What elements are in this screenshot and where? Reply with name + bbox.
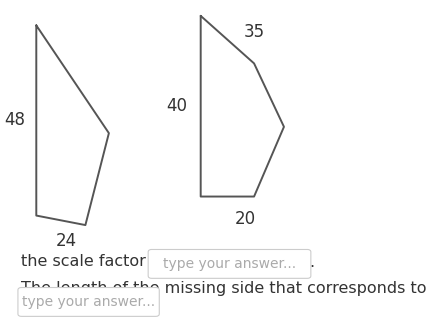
Text: 24: 24: [55, 232, 77, 250]
Text: 40: 40: [166, 97, 187, 115]
Text: the scale factor is: the scale factor is: [21, 254, 169, 269]
Text: .: .: [308, 255, 314, 270]
Text: The length of the missing side that corresponds to 35 is: The length of the missing side that corr…: [21, 281, 426, 296]
Text: 35: 35: [243, 23, 264, 41]
Text: 48: 48: [4, 112, 26, 129]
Text: 20: 20: [234, 210, 256, 228]
Text: type your answer...: type your answer...: [22, 295, 155, 309]
FancyBboxPatch shape: [148, 249, 310, 278]
FancyBboxPatch shape: [18, 288, 159, 316]
Text: type your answer...: type your answer...: [163, 257, 295, 271]
